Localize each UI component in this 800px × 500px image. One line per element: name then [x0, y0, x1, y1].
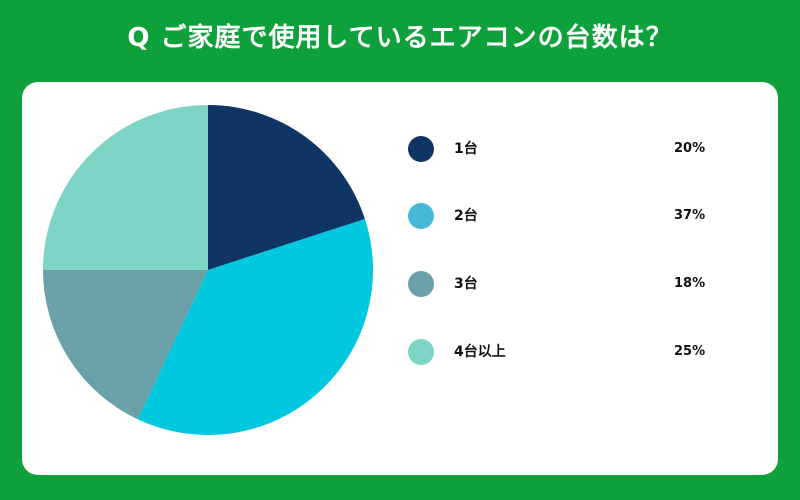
pie-slice-2	[137, 219, 373, 436]
pie-slice-1	[208, 105, 365, 270]
legend-label: 1台	[454, 141, 478, 157]
pie-chart	[43, 105, 373, 436]
legend-item-3: 3台 18%	[408, 269, 728, 299]
legend-value: 25%	[674, 344, 706, 359]
legend-swatch	[408, 136, 434, 162]
legend-value: 37%	[674, 208, 706, 223]
legend-label: 3台	[454, 276, 478, 292]
legend-swatch	[408, 339, 434, 365]
chart-title: Q ご家庭で使用しているエアコンの台数は？	[127, 23, 673, 53]
legend-swatch	[408, 271, 434, 297]
legend-item-4: 4台以上 25%	[408, 337, 728, 367]
pie-slice-4-plus	[43, 105, 208, 270]
chart-card: 1台 20% 2台 37% 3台 18% 4台以上 25%	[22, 82, 778, 475]
pie-slice-3	[43, 270, 208, 420]
legend-value: 18%	[674, 276, 706, 291]
legend-item-1: 1台 20%	[408, 134, 728, 164]
legend-value: 20%	[674, 141, 706, 156]
legend-label: 4台以上	[454, 344, 506, 360]
legend-label: 2台	[454, 208, 478, 224]
legend-swatch	[408, 203, 434, 229]
legend-item-2: 2台 37%	[408, 201, 728, 231]
